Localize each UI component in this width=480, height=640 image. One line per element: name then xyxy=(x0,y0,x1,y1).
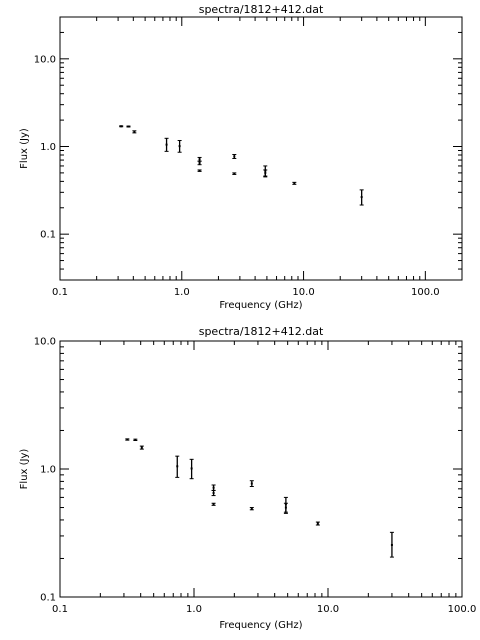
chart-panel-2: spectra/1812+412.dat 0.1 1.0 10.0 100.0 0.1 1.… xyxy=(19,325,476,631)
data-point xyxy=(232,154,237,159)
chart-title: spectra/1812+412.dat xyxy=(199,3,324,16)
x-tick-label: 10.0 xyxy=(317,604,339,615)
data-point xyxy=(164,137,169,152)
data-point xyxy=(126,125,131,128)
y-axis-label: Flux (Jy) xyxy=(19,128,30,169)
point-marker xyxy=(120,125,123,128)
x-axis-label: Frequency (GHz) xyxy=(219,620,302,631)
data-point xyxy=(292,181,297,185)
point-marker xyxy=(212,486,215,489)
point-marker xyxy=(126,438,129,441)
y-tick-label: 0.1 xyxy=(40,230,56,241)
point-marker xyxy=(190,467,193,470)
data-point xyxy=(211,502,216,506)
x-tick-label: 0.1 xyxy=(52,604,68,615)
data-point xyxy=(211,489,216,497)
x-tick-label: 10.0 xyxy=(292,287,314,298)
data-point xyxy=(139,445,144,450)
point-marker xyxy=(293,182,296,185)
chart-title: spectra/1812+412.dat xyxy=(199,325,324,338)
point-marker xyxy=(250,507,253,510)
point-marker xyxy=(133,130,136,133)
data-point xyxy=(249,480,254,487)
point-marker xyxy=(264,171,267,174)
data-point xyxy=(389,531,394,558)
x-tick-label: 0.1 xyxy=(52,287,68,298)
point-marker xyxy=(176,465,179,468)
point-marker xyxy=(134,438,137,441)
x-tick-label: 1.0 xyxy=(186,604,202,615)
y-tick-label: 1.0 xyxy=(40,465,56,476)
point-marker xyxy=(198,161,201,164)
point-marker xyxy=(233,172,236,175)
data-point xyxy=(197,160,202,166)
data-point xyxy=(263,169,268,177)
point-marker xyxy=(390,543,393,546)
point-marker xyxy=(198,158,201,161)
data-point xyxy=(283,502,288,513)
chart-panel-1: spectra/1812+412.dat 0.1 1.0 10.0 100.0 0.1 1.… xyxy=(19,3,463,311)
x-tick-label: 100.0 xyxy=(448,604,477,615)
point-marker xyxy=(140,446,143,449)
y-axis-label: Flux (Jy) xyxy=(19,449,30,490)
point-marker xyxy=(212,491,215,494)
data-point xyxy=(249,507,254,511)
y-tick-label: 0.1 xyxy=(40,593,56,604)
data-point xyxy=(119,125,124,128)
x-axis-label: Frequency (GHz) xyxy=(219,300,302,311)
point-marker xyxy=(127,125,130,128)
point-marker xyxy=(198,169,201,172)
point-marker xyxy=(233,155,236,158)
y-tick-label: 1.0 xyxy=(40,142,56,153)
plot-frame xyxy=(59,16,463,281)
x-tick-label: 100.0 xyxy=(411,287,440,298)
point-marker xyxy=(316,522,319,525)
y-tick-label: 10.0 xyxy=(34,337,56,348)
data-point xyxy=(175,455,180,478)
data-point xyxy=(197,169,202,172)
data-point xyxy=(133,438,138,441)
data-point xyxy=(125,438,130,441)
x-tick-label: 1.0 xyxy=(174,287,190,298)
point-marker xyxy=(165,143,168,146)
point-marker xyxy=(284,506,287,509)
point-marker xyxy=(212,503,215,506)
data-point xyxy=(232,172,237,175)
data-point xyxy=(189,458,194,480)
y-tick-label: 10.0 xyxy=(34,54,56,65)
data-point xyxy=(132,130,137,134)
point-marker xyxy=(250,482,253,485)
point-marker xyxy=(360,196,363,199)
data-point xyxy=(315,521,320,526)
data-point xyxy=(177,140,182,153)
data-point xyxy=(359,189,364,206)
point-marker xyxy=(178,145,181,148)
